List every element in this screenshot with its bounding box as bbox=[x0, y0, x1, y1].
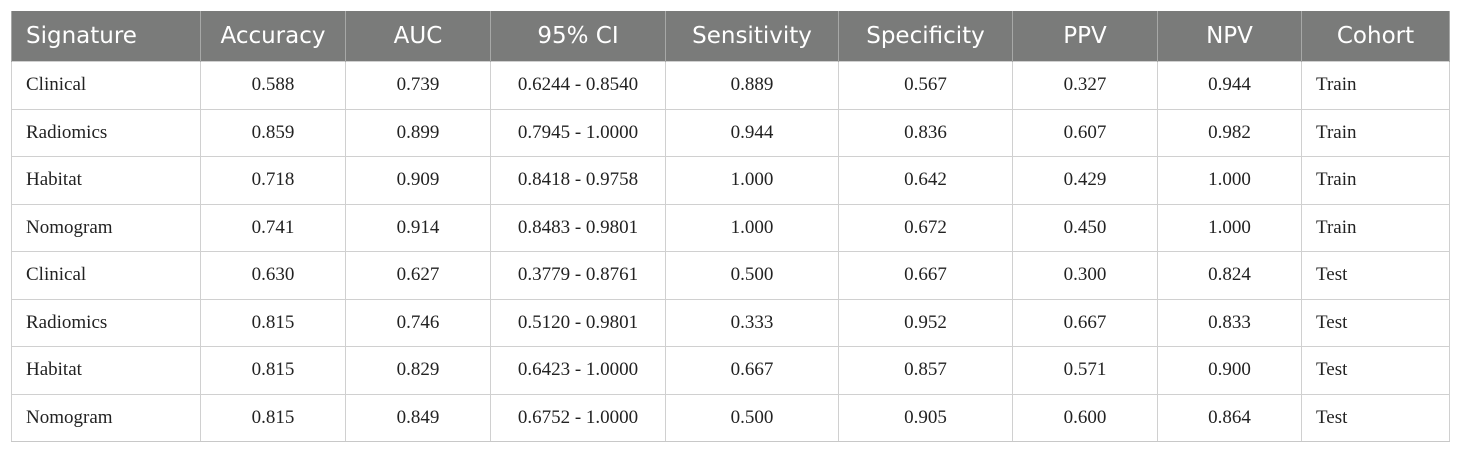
cell-specificity: 0.642 bbox=[838, 156, 1013, 205]
cell-sensitivity: 0.500 bbox=[665, 393, 839, 442]
header-npv: NPV bbox=[1157, 11, 1302, 62]
cell-auc: 0.746 bbox=[345, 298, 491, 347]
cell-cohort: Test bbox=[1301, 346, 1450, 395]
cell-ppv: 0.667 bbox=[1012, 298, 1158, 347]
cell-accuracy: 0.588 bbox=[200, 61, 346, 110]
cell-signature: Nomogram bbox=[11, 203, 201, 252]
cell-accuracy: 0.815 bbox=[200, 393, 346, 442]
cell-signature: Radiomics bbox=[11, 298, 201, 347]
cell-ppv: 0.327 bbox=[1012, 61, 1158, 110]
header-specificity: Specificity bbox=[838, 11, 1013, 62]
table-body: Clinical 0.588 0.739 0.6244 - 0.8540 0.8… bbox=[11, 61, 1450, 442]
cell-npv: 0.824 bbox=[1157, 251, 1302, 300]
cell-signature: Clinical bbox=[11, 61, 201, 110]
cell-signature: Radiomics bbox=[11, 108, 201, 157]
cell-accuracy: 0.718 bbox=[200, 156, 346, 205]
cell-ci: 0.6752 - 1.0000 bbox=[490, 393, 666, 442]
cell-specificity: 0.667 bbox=[838, 251, 1013, 300]
cell-accuracy: 0.630 bbox=[200, 251, 346, 300]
table-header: Signature Accuracy AUC 95% CI Sensitivit… bbox=[11, 11, 1450, 62]
cell-ppv: 0.607 bbox=[1012, 108, 1158, 157]
cell-ci: 0.8418 - 0.9758 bbox=[490, 156, 666, 205]
header-sensitivity: Sensitivity bbox=[665, 11, 839, 62]
cell-sensitivity: 0.944 bbox=[665, 108, 839, 157]
cell-sensitivity: 1.000 bbox=[665, 156, 839, 205]
header-ci: 95% CI bbox=[490, 11, 666, 62]
cell-ci: 0.8483 - 0.9801 bbox=[490, 203, 666, 252]
table-row: Nomogram 0.741 0.914 0.8483 - 0.9801 1.0… bbox=[11, 203, 1450, 252]
cell-npv: 0.864 bbox=[1157, 393, 1302, 442]
cell-cohort: Test bbox=[1301, 298, 1450, 347]
header-auc: AUC bbox=[345, 11, 491, 62]
cell-ci: 0.5120 - 0.9801 bbox=[490, 298, 666, 347]
cell-cohort: Test bbox=[1301, 393, 1450, 442]
header-ppv: PPV bbox=[1012, 11, 1158, 62]
cell-signature: Habitat bbox=[11, 346, 201, 395]
table-row: Radiomics 0.815 0.746 0.5120 - 0.9801 0.… bbox=[11, 298, 1450, 347]
cell-sensitivity: 0.500 bbox=[665, 251, 839, 300]
cell-sensitivity: 0.333 bbox=[665, 298, 839, 347]
cell-sensitivity: 0.889 bbox=[665, 61, 839, 110]
performance-table: Signature Accuracy AUC 95% CI Sensitivit… bbox=[11, 11, 1450, 442]
cell-auc: 0.909 bbox=[345, 156, 491, 205]
cell-signature: Nomogram bbox=[11, 393, 201, 442]
cell-auc: 0.829 bbox=[345, 346, 491, 395]
cell-cohort: Train bbox=[1301, 156, 1450, 205]
cell-accuracy: 0.815 bbox=[200, 298, 346, 347]
cell-npv: 1.000 bbox=[1157, 203, 1302, 252]
cell-specificity: 0.952 bbox=[838, 298, 1013, 347]
cell-accuracy: 0.741 bbox=[200, 203, 346, 252]
cell-ci: 0.6244 - 0.8540 bbox=[490, 61, 666, 110]
results-table-container: Signature Accuracy AUC 95% CI Sensitivit… bbox=[11, 11, 1450, 442]
table-row: Habitat 0.718 0.909 0.8418 - 0.9758 1.00… bbox=[11, 156, 1450, 205]
header-accuracy: Accuracy bbox=[200, 11, 346, 62]
header-signature: Signature bbox=[11, 11, 201, 62]
cell-auc: 0.914 bbox=[345, 203, 491, 252]
cell-specificity: 0.905 bbox=[838, 393, 1013, 442]
cell-auc: 0.849 bbox=[345, 393, 491, 442]
cell-ppv: 0.571 bbox=[1012, 346, 1158, 395]
cell-auc: 0.899 bbox=[345, 108, 491, 157]
cell-npv: 0.833 bbox=[1157, 298, 1302, 347]
cell-ci: 0.7945 - 1.0000 bbox=[490, 108, 666, 157]
cell-auc: 0.739 bbox=[345, 61, 491, 110]
table-row: Habitat 0.815 0.829 0.6423 - 1.0000 0.66… bbox=[11, 346, 1450, 395]
cell-sensitivity: 0.667 bbox=[665, 346, 839, 395]
cell-specificity: 0.857 bbox=[838, 346, 1013, 395]
cell-ppv: 0.450 bbox=[1012, 203, 1158, 252]
table-row: Clinical 0.588 0.739 0.6244 - 0.8540 0.8… bbox=[11, 61, 1450, 110]
cell-ci: 0.3779 - 0.8761 bbox=[490, 251, 666, 300]
header-row: Signature Accuracy AUC 95% CI Sensitivit… bbox=[11, 11, 1450, 62]
cell-npv: 1.000 bbox=[1157, 156, 1302, 205]
cell-cohort: Train bbox=[1301, 108, 1450, 157]
table-row: Nomogram 0.815 0.849 0.6752 - 1.0000 0.5… bbox=[11, 393, 1450, 442]
cell-ppv: 0.600 bbox=[1012, 393, 1158, 442]
cell-signature: Habitat bbox=[11, 156, 201, 205]
cell-cohort: Test bbox=[1301, 251, 1450, 300]
cell-cohort: Train bbox=[1301, 61, 1450, 110]
cell-specificity: 0.672 bbox=[838, 203, 1013, 252]
cell-npv: 0.982 bbox=[1157, 108, 1302, 157]
cell-ci: 0.6423 - 1.0000 bbox=[490, 346, 666, 395]
table-row: Radiomics 0.859 0.899 0.7945 - 1.0000 0.… bbox=[11, 108, 1450, 157]
cell-signature: Clinical bbox=[11, 251, 201, 300]
cell-npv: 0.900 bbox=[1157, 346, 1302, 395]
cell-sensitivity: 1.000 bbox=[665, 203, 839, 252]
cell-ppv: 0.300 bbox=[1012, 251, 1158, 300]
header-cohort: Cohort bbox=[1301, 11, 1450, 62]
cell-specificity: 0.567 bbox=[838, 61, 1013, 110]
cell-accuracy: 0.859 bbox=[200, 108, 346, 157]
table-row: Clinical 0.630 0.627 0.3779 - 0.8761 0.5… bbox=[11, 251, 1450, 300]
cell-npv: 0.944 bbox=[1157, 61, 1302, 110]
cell-accuracy: 0.815 bbox=[200, 346, 346, 395]
cell-cohort: Train bbox=[1301, 203, 1450, 252]
cell-auc: 0.627 bbox=[345, 251, 491, 300]
cell-ppv: 0.429 bbox=[1012, 156, 1158, 205]
cell-specificity: 0.836 bbox=[838, 108, 1013, 157]
